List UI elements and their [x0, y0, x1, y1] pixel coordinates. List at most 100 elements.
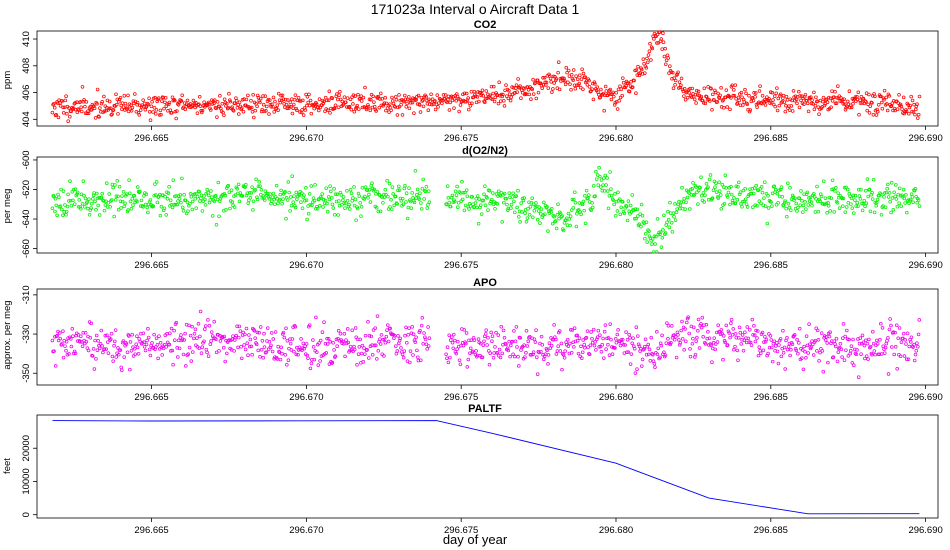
o2n2-data-point — [629, 210, 634, 214]
o2n2-data-point — [866, 194, 870, 199]
apo-data-point — [606, 336, 611, 340]
co2-data-point — [617, 99, 621, 103]
o2n2-data-point — [849, 196, 854, 201]
o2n2-data-point — [292, 194, 296, 198]
apo-data-point — [827, 334, 832, 339]
apo-data-point — [496, 333, 501, 337]
o2n2-data-point — [552, 215, 556, 219]
o2n2-data-point — [599, 178, 604, 182]
apo-data-point — [278, 357, 283, 362]
apo-data-point — [546, 362, 550, 366]
o2n2-data-point — [400, 196, 405, 201]
o2n2-data-point — [555, 213, 560, 217]
o2n2-data-point — [278, 197, 282, 202]
apo-data-point — [878, 338, 882, 342]
co2-data-point — [65, 111, 69, 116]
apo-data-point — [239, 344, 243, 349]
co2-data-point — [879, 94, 883, 99]
apo-data-point — [655, 352, 660, 357]
o2n2-data-point — [889, 210, 893, 215]
co2-data-point — [509, 95, 514, 99]
o2n2-data-point — [597, 165, 601, 170]
co2-data-point — [64, 94, 68, 98]
co2-data-point — [301, 113, 306, 117]
apo-data-point — [466, 357, 471, 362]
apo-data-point — [285, 338, 290, 343]
x-tick-label: 296.685 — [754, 133, 788, 144]
apo-data-point — [666, 323, 671, 328]
o2n2-data-point — [376, 209, 381, 214]
x-tick-label: 296.665 — [134, 260, 168, 271]
apo-data-point — [308, 366, 313, 371]
co2-data-point — [802, 102, 806, 106]
apo-data-point — [209, 330, 214, 334]
o2n2-data-point — [370, 181, 374, 185]
co2-data-point — [139, 105, 144, 109]
co2-data-point — [615, 107, 620, 111]
o2n2-data-point — [687, 191, 691, 195]
o2n2-data-point — [266, 195, 271, 199]
o2n2-data-point — [828, 209, 832, 213]
o2n2-data-point — [69, 203, 74, 208]
apo-data-point — [203, 327, 207, 331]
co2-data-point — [733, 83, 738, 87]
apo-data-point — [325, 342, 330, 346]
o2n2-data-point — [735, 197, 740, 202]
o2n2-data-point — [853, 193, 858, 198]
o2n2-data-point — [912, 188, 917, 193]
apo-data-point — [848, 351, 852, 356]
o2n2-data-point — [818, 199, 822, 203]
o2n2-data-point — [72, 202, 77, 206]
o2n2-data-point — [602, 176, 606, 180]
co2-data-point — [599, 87, 603, 92]
co2-data-point — [291, 106, 296, 110]
apo-data-point — [135, 334, 139, 338]
apo-data-point — [73, 351, 78, 356]
apo-data-point — [806, 351, 810, 355]
apo-data-point — [916, 332, 921, 337]
o2n2-data-point — [714, 181, 718, 186]
apo-data-point — [419, 323, 424, 328]
o2n2-data-point — [175, 202, 180, 207]
o2n2-data-point — [844, 205, 849, 209]
co2-data-point — [789, 104, 794, 108]
co2-data-point — [900, 107, 904, 111]
o2n2-data-point — [852, 211, 856, 215]
apo-data-point — [248, 337, 253, 342]
apo-data-point — [863, 356, 867, 361]
o2n2-data-point — [643, 236, 647, 241]
co2-data-point — [240, 106, 244, 110]
o2n2-data-point — [639, 224, 643, 229]
o2n2-data-point — [728, 202, 732, 207]
co2-data-point — [817, 112, 821, 116]
o2n2-data-point — [515, 205, 519, 210]
o2n2-data-point — [857, 194, 862, 198]
co2-data-point — [682, 87, 687, 91]
apo-data-point — [348, 348, 352, 353]
apo-data-point — [147, 347, 152, 352]
co2-data-point — [581, 87, 585, 92]
apo-data-point — [856, 375, 861, 379]
o2n2-data-point — [131, 203, 135, 207]
apo-data-point — [415, 348, 419, 353]
o2n2-data-point — [564, 218, 568, 223]
co2-data-point — [443, 93, 448, 97]
o2n2-data-point — [490, 197, 494, 202]
o2n2-data-point — [257, 180, 261, 184]
o2n2-data-point — [291, 200, 295, 204]
o2n2-data-point — [393, 194, 398, 199]
apo-data-point — [135, 345, 140, 350]
co2-data-point — [490, 97, 495, 102]
co2-data-point — [661, 40, 666, 44]
o2n2-data-point — [612, 202, 616, 207]
co2-data-point — [694, 101, 698, 105]
o2n2-data-point — [56, 192, 60, 197]
apo-data-point — [737, 325, 742, 330]
apo-data-point — [845, 328, 849, 333]
apo-data-point — [118, 348, 123, 352]
o2n2-data-point — [272, 197, 276, 202]
apo-data-point — [526, 339, 530, 344]
co2-plot-frame — [36, 30, 939, 127]
co2-data-point — [79, 105, 83, 110]
o2n2-data-point — [115, 179, 120, 183]
